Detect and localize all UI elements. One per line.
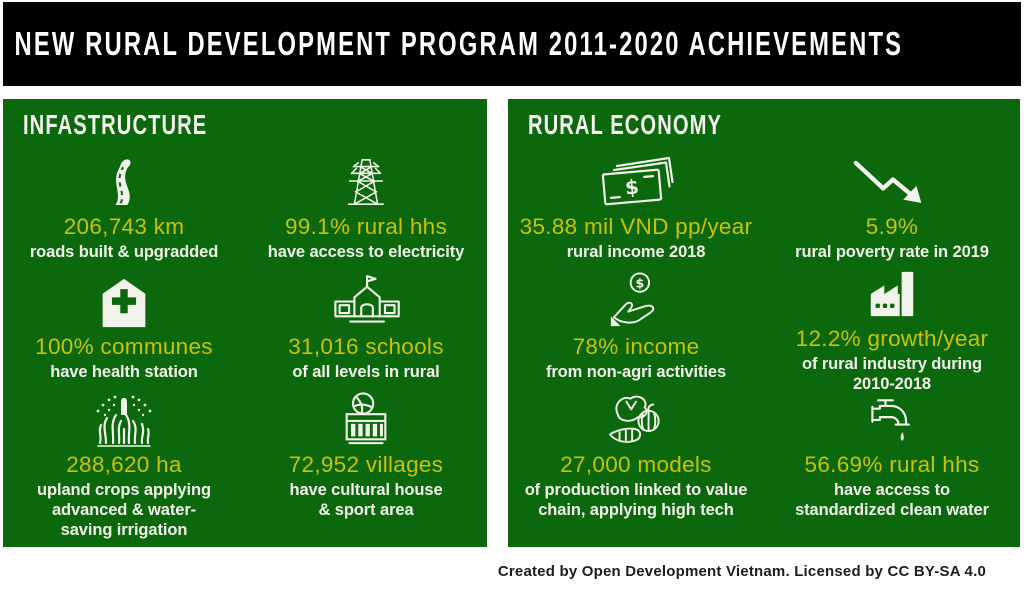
stat-desc: roads built & upgradded	[29, 243, 219, 261]
panel-rural-economy: RURAL ECONOMY $ 35.88 mil VND pp/ye	[508, 99, 1020, 547]
stat-value: 5.9%	[865, 214, 919, 239]
stat-value: 56.69% rural hhs	[804, 452, 980, 477]
panel-infrastructure: INFASTRUCTURE 206,743 km roads built & u…	[3, 99, 487, 547]
stat-value: 27,000 models	[560, 452, 712, 477]
road-icon	[100, 147, 148, 209]
rural-economy-grid: $ 35.88 mil VND pp/year rural income 201…	[508, 147, 1020, 521]
water-tap-icon	[864, 385, 920, 447]
stat-villages: 72,952 villages have cultural house & sp…	[245, 385, 487, 540]
power-tower-icon	[339, 147, 393, 209]
credit-text: Created by Open Development Vietnam. Lic…	[497, 563, 986, 580]
stat-value: 206,743 km	[63, 214, 185, 239]
stat-desc: of rural industry during 2010-2018	[801, 355, 983, 393]
money-icon: $	[591, 147, 681, 209]
hand-coin-icon: $	[607, 267, 665, 329]
stat-value: 12.2% growth/year	[795, 326, 989, 351]
svg-text:$: $	[635, 275, 644, 290]
header-bar: NEW RURAL DEVELOPMENT PROGRAM 2011-2020 …	[3, 2, 1021, 86]
stat-irrigation: 288,620 ha upland crops applying advance…	[3, 385, 245, 540]
school-icon	[328, 267, 404, 329]
stat-income: $ 35.88 mil VND pp/year rural income 201…	[508, 147, 764, 267]
stat-models: 27,000 models of production linked to va…	[508, 385, 764, 521]
stat-desc: of production linked to value chain, app…	[524, 481, 748, 519]
stat-desc: from non-agri activities	[545, 363, 727, 381]
stat-desc: rural income 2018	[566, 243, 706, 261]
stat-value: 99.1% rural hhs	[284, 214, 448, 239]
stat-value: 72,952 villages	[288, 452, 444, 477]
decline-arrow-icon	[848, 147, 936, 209]
svg-text:$: $	[624, 174, 640, 199]
panel-title-infrastructure: INFASTRUCTURE	[23, 109, 208, 140]
stat-desc: have cultural house & sport area	[289, 481, 443, 519]
factory-icon	[863, 267, 921, 321]
stat-schools: 31,016 schools of all levels in rural	[245, 267, 487, 385]
infrastructure-grid: 206,743 km roads built & upgradded	[3, 147, 487, 540]
stat-desc: rural poverty rate in 2019	[795, 243, 989, 261]
stat-value: 31,016 schools	[288, 334, 444, 359]
panel-title-rural-economy: RURAL ECONOMY	[528, 109, 722, 140]
stat-clean-water: 56.69% rural hhs have access to standard…	[764, 385, 1020, 521]
stat-nonagri-income: $ 78% income from non-agri activities	[508, 267, 764, 385]
stat-desc: have health station	[50, 363, 198, 381]
stat-value: 100% communes	[35, 334, 213, 359]
page-title: NEW RURAL DEVELOPMENT PROGRAM 2011-2020 …	[14, 25, 904, 62]
stat-roads: 206,743 km roads built & upgradded	[3, 147, 245, 267]
stat-value: 35.88 mil VND pp/year	[519, 214, 753, 239]
stat-desc: of all levels in rural	[292, 363, 440, 381]
stat-value: 288,620 ha	[66, 452, 182, 477]
stat-desc: have access to electricity	[267, 243, 465, 261]
stat-desc: upland crops applying advanced & water- …	[37, 481, 211, 539]
stat-electricity: 99.1% rural hhs have access to electrici…	[245, 147, 487, 267]
stat-health: 100% communes have health station	[3, 267, 245, 385]
stat-value: 78% income	[572, 334, 700, 359]
cultural-house-icon	[335, 385, 397, 447]
vegetables-icon	[605, 385, 667, 447]
stat-industry-growth: 12.2% growth/year of rural industry duri…	[764, 267, 1020, 393]
stat-desc: have access to standardized clean water	[795, 481, 989, 519]
irrigation-icon	[88, 385, 160, 447]
stat-poverty: 5.9% rural poverty rate in 2019	[764, 147, 1020, 267]
health-station-icon	[98, 267, 150, 329]
